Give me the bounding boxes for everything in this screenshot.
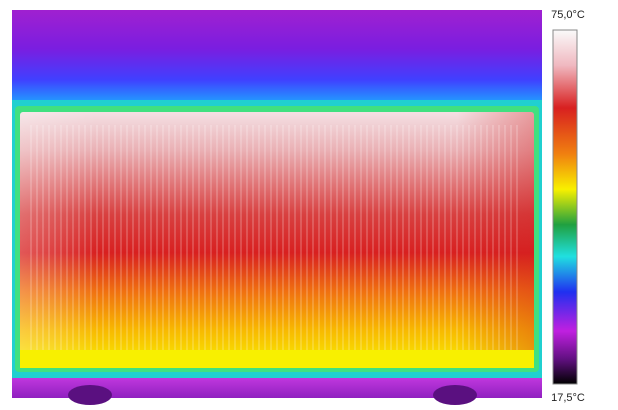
- floor-feature: [433, 385, 477, 405]
- scale-min-label: 17,5°C: [551, 392, 585, 404]
- color-scale: [552, 29, 578, 385]
- radiator-bottom: [20, 350, 534, 368]
- scale-max-label: 75,0°C: [551, 9, 585, 21]
- radiator-fins: [30, 125, 520, 350]
- floor-feature: [68, 385, 112, 405]
